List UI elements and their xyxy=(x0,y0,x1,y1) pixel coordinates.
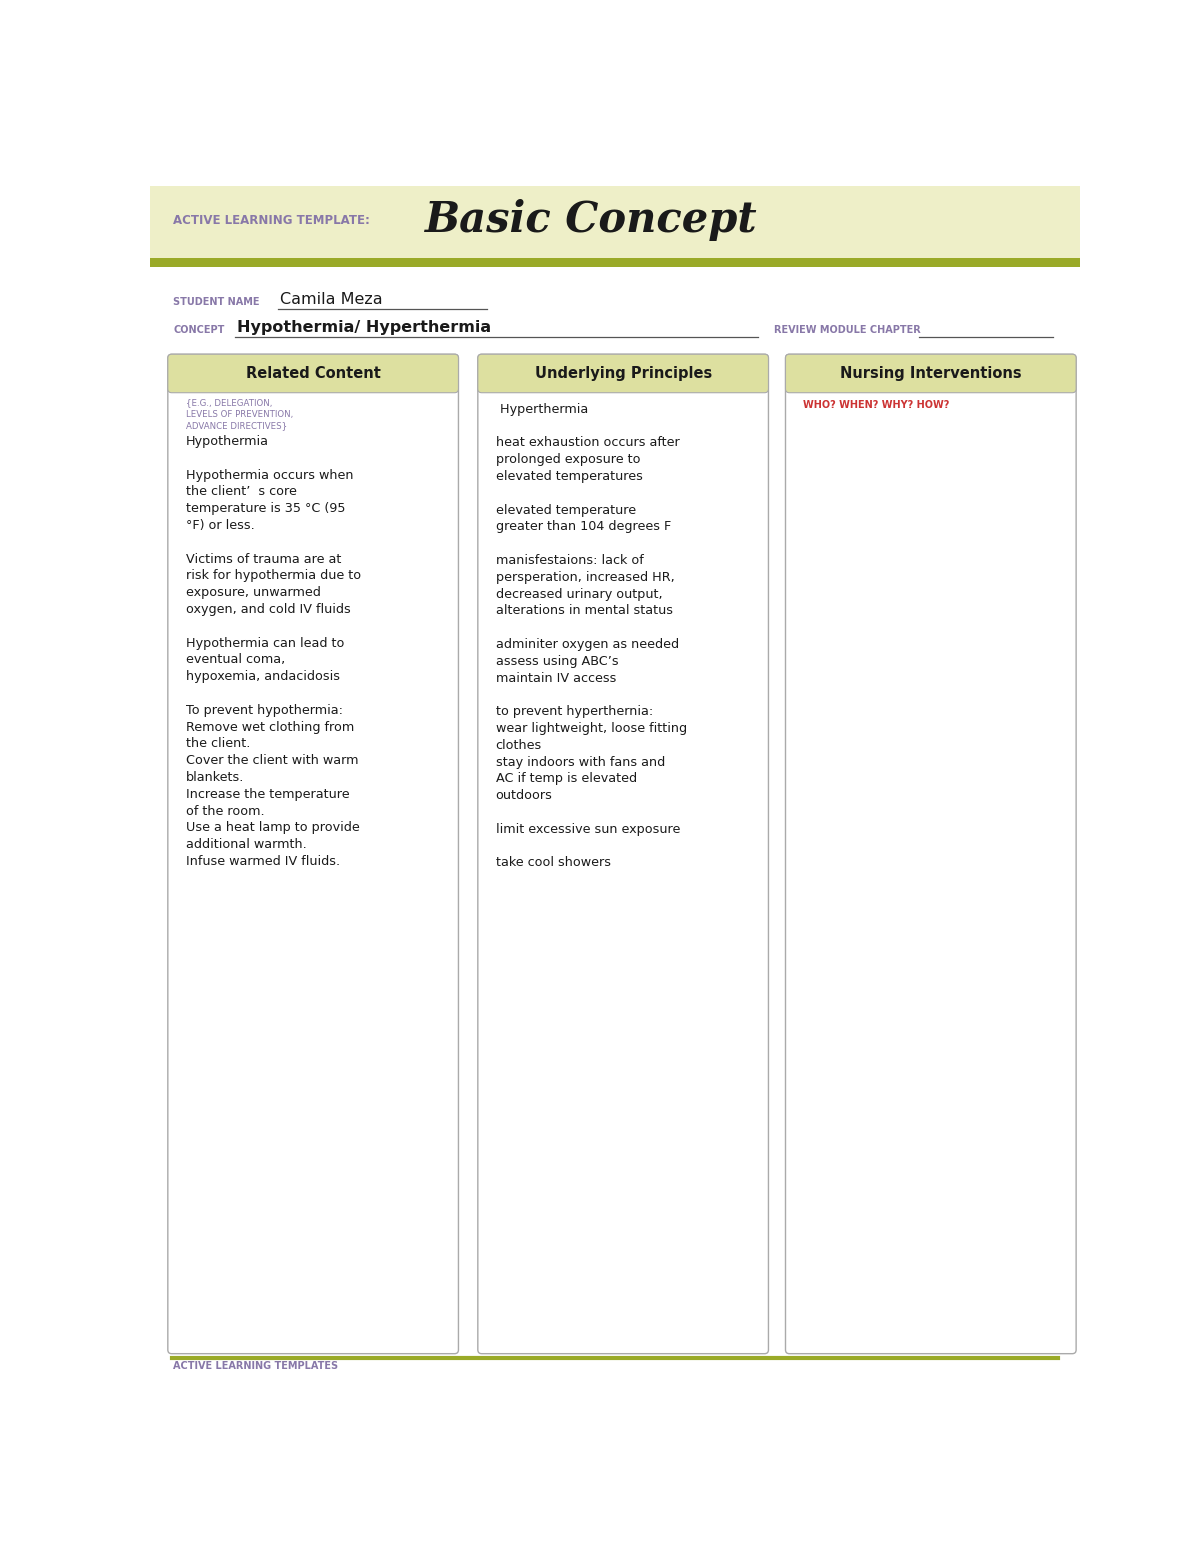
Text: Hyperthermia

heat exhaustion occurs after
prolonged exposure to
elevated temper: Hyperthermia heat exhaustion occurs afte… xyxy=(496,402,686,870)
Text: WHO? WHEN? WHY? HOW?: WHO? WHEN? WHY? HOW? xyxy=(803,399,949,410)
FancyBboxPatch shape xyxy=(168,354,458,393)
Text: CONCEPT: CONCEPT xyxy=(173,325,224,335)
FancyBboxPatch shape xyxy=(478,354,768,1354)
Text: Hypothermia/ Hyperthermia: Hypothermia/ Hyperthermia xyxy=(236,320,491,335)
Text: Nursing Interventions: Nursing Interventions xyxy=(840,367,1021,380)
FancyBboxPatch shape xyxy=(478,354,768,393)
Text: Hypothermia

Hypothermia occurs when
the client’  s core
temperature is 35 °C (9: Hypothermia Hypothermia occurs when the … xyxy=(186,435,361,868)
Text: Related Content: Related Content xyxy=(246,367,380,380)
FancyBboxPatch shape xyxy=(173,371,454,388)
Text: ACTIVE LEARNING TEMPLATE:: ACTIVE LEARNING TEMPLATE: xyxy=(173,214,370,227)
Text: Basic Concept: Basic Concept xyxy=(425,199,757,241)
FancyBboxPatch shape xyxy=(786,354,1076,1354)
Text: Underlying Principles: Underlying Principles xyxy=(534,367,712,380)
Text: REVIEW MODULE CHAPTER: REVIEW MODULE CHAPTER xyxy=(774,325,920,335)
Text: STUDENT NAME: STUDENT NAME xyxy=(173,297,259,307)
Text: Camila Meza: Camila Meza xyxy=(281,292,383,307)
FancyBboxPatch shape xyxy=(790,371,1072,388)
Text: ACTIVE LEARNING TEMPLATES: ACTIVE LEARNING TEMPLATES xyxy=(173,1360,338,1371)
FancyBboxPatch shape xyxy=(150,258,1080,267)
FancyBboxPatch shape xyxy=(786,354,1076,393)
Text: {E.G., DELEGATION,
LEVELS OF PREVENTION,
ADVANCE DIRECTIVES}: {E.G., DELEGATION, LEVELS OF PREVENTION,… xyxy=(186,398,293,430)
FancyBboxPatch shape xyxy=(150,186,1080,267)
FancyBboxPatch shape xyxy=(168,354,458,1354)
FancyBboxPatch shape xyxy=(482,371,763,388)
